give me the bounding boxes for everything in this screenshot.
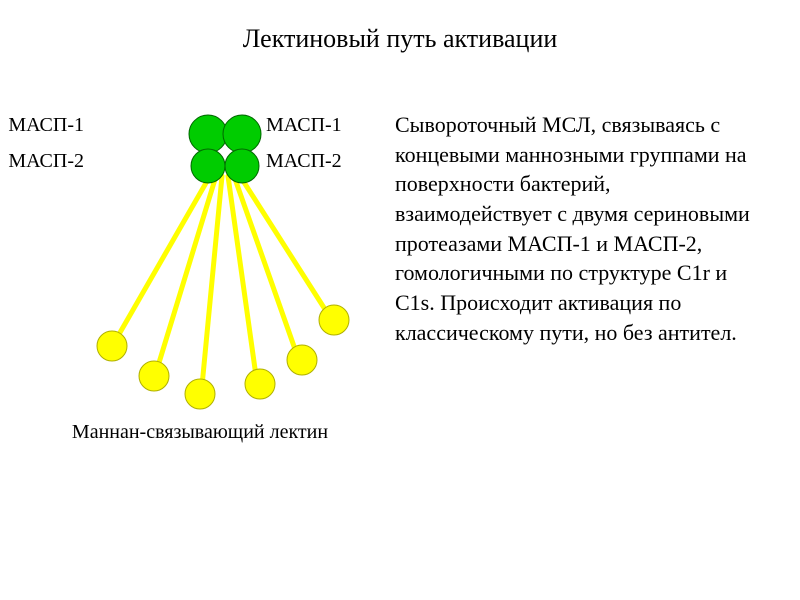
lectin-diagram: МАСП-1 МАСП-1 МАСП-2 МАСП-2 [40,100,360,440]
diagram-caption: Маннан-связывающий лектин [40,420,360,444]
body-text: Сывороточный МСЛ, связываясь с концевыми… [395,110,765,348]
page-title: Лектиновый путь активации [0,24,800,54]
lectin-svg [40,100,360,440]
page: Лектиновый путь активации МАСП-1 МАСП-1 … [0,0,800,600]
